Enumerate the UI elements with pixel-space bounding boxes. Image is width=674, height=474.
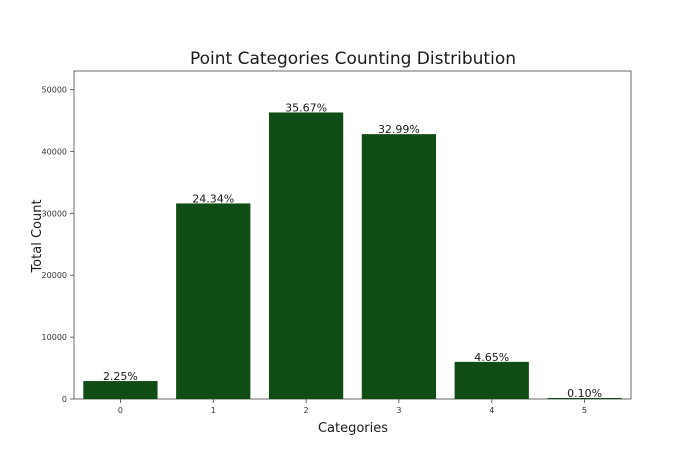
data-labels-layer: 2.25% 24.34% 35.67% 32.99% 4.65% 0.10%	[103, 101, 602, 400]
x-tick-label-1: 1	[211, 406, 216, 415]
x-tick-label-5: 5	[582, 406, 587, 415]
x-tick-label-0: 0	[118, 406, 123, 415]
x-tick-label-3: 3	[396, 406, 401, 415]
x-axis: 0 1 2 3 4 5	[118, 399, 587, 415]
x-axis-label: Categories	[318, 421, 388, 436]
x-tick-label-2: 2	[304, 406, 309, 415]
y-axis-label: Total Count	[30, 199, 45, 273]
y-tick-label-30000: 30000	[42, 209, 67, 218]
bar-2	[268, 112, 344, 400]
y-tick-label-0: 0	[62, 395, 67, 404]
y-axis: 0 10000 20000 30000 40000 50000	[42, 86, 74, 404]
y-tick-label-10000: 10000	[42, 333, 67, 342]
data-label-4: 4.65%	[474, 351, 509, 364]
y-tick-label-40000: 40000	[42, 147, 67, 156]
data-label-3: 32.99%	[378, 123, 420, 136]
chart-title: Point Categories Counting Distribution	[190, 49, 516, 69]
data-label-0: 2.25%	[103, 370, 138, 383]
plot-frame	[73, 70, 632, 400]
y-tick-label-20000: 20000	[42, 271, 67, 280]
bar-3	[361, 134, 437, 400]
bar-0	[83, 381, 158, 399]
bar-5	[547, 398, 622, 399]
bars-layer	[83, 112, 622, 400]
bar-1	[176, 203, 251, 399]
x-tick-label-4: 4	[489, 406, 494, 415]
y-tick-label-50000: 50000	[42, 86, 67, 95]
data-label-5: 0.10%	[567, 387, 602, 400]
data-label-1: 24.34%	[192, 192, 234, 205]
bar-4	[454, 361, 529, 399]
data-label-2: 35.67%	[285, 101, 327, 114]
